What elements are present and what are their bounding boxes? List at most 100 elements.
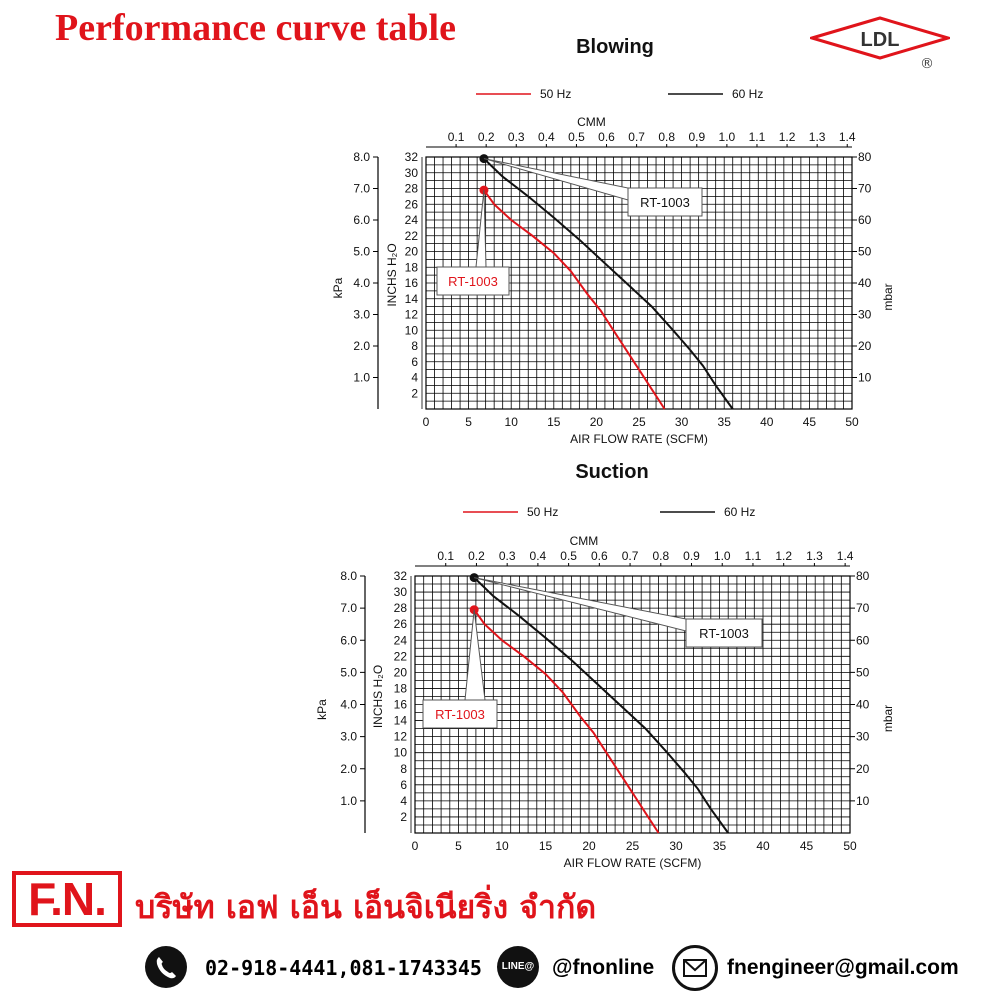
line-icon-text: LINE@ bbox=[501, 961, 535, 972]
x-tick-label: 50 bbox=[843, 839, 857, 853]
top-tick-label: 0.5 bbox=[560, 549, 577, 563]
mbar-tick-label: 20 bbox=[856, 762, 870, 776]
x-tick-label: 30 bbox=[675, 415, 689, 429]
top-tick-label: 0.6 bbox=[591, 549, 608, 563]
top-tick-label: 0.7 bbox=[622, 549, 639, 563]
top-tick-label: 1.4 bbox=[837, 549, 854, 563]
kpa-tick-label: 4.0 bbox=[340, 698, 357, 712]
top-tick-label: 0.4 bbox=[530, 549, 547, 563]
inch-tick-label: 16 bbox=[405, 276, 419, 290]
top-tick-label: 0.7 bbox=[628, 130, 645, 144]
series-60hz-line bbox=[473, 576, 730, 834]
inch-tick-label: 26 bbox=[405, 197, 419, 211]
kpa-tick-label: 6.0 bbox=[340, 633, 357, 647]
inch-tick-label: 30 bbox=[405, 166, 419, 180]
top-tick-label: 1.2 bbox=[779, 130, 796, 144]
x-tick-label: 5 bbox=[455, 839, 462, 853]
callout-label: RT-1003 bbox=[640, 195, 690, 210]
mbar-tick-label: 60 bbox=[856, 633, 870, 647]
inch-tick-label: 6 bbox=[411, 355, 418, 369]
kpa-tick-label: 8.0 bbox=[353, 150, 370, 164]
top-tick-label: 1.4 bbox=[839, 130, 856, 144]
footer: F.N. บริษัท เอฟ เอ็น เอ็นจิเนียริ่ง จำกั… bbox=[0, 868, 1000, 1000]
top-tick-label: 0.2 bbox=[468, 549, 485, 563]
top-tick-label: 0.4 bbox=[538, 130, 555, 144]
top-tick-label: 0.6 bbox=[598, 130, 615, 144]
mbar-tick-label: 70 bbox=[856, 601, 870, 615]
callout-label: RT-1003 bbox=[448, 274, 498, 289]
top-tick-label: 0.1 bbox=[448, 130, 465, 144]
mbar-tick-label: 70 bbox=[858, 182, 872, 196]
kpa-tick-label: 4.0 bbox=[353, 276, 370, 290]
x-tick-label: 45 bbox=[803, 415, 817, 429]
mbar-tick-label: 40 bbox=[858, 276, 872, 290]
x-tick-label: 35 bbox=[718, 415, 732, 429]
callout-pointer bbox=[464, 609, 486, 701]
mbar-tick-label: 50 bbox=[856, 665, 870, 679]
kpa-tick-label: 7.0 bbox=[353, 182, 370, 196]
legend-label: 50 Hz bbox=[527, 505, 558, 519]
x-tick-label: 20 bbox=[582, 839, 596, 853]
inch-tick-label: 18 bbox=[405, 260, 419, 274]
inch-tick-label: 8 bbox=[411, 339, 418, 353]
inch-tick-label: 16 bbox=[394, 698, 408, 712]
line-id: @fnonline bbox=[552, 956, 655, 979]
top-tick-label: 1.2 bbox=[775, 549, 792, 563]
mbar-tick-label: 10 bbox=[858, 371, 872, 385]
inch-tick-label: 26 bbox=[394, 617, 408, 631]
top-tick-label: 1.1 bbox=[749, 130, 766, 144]
kpa-tick-label: 2.0 bbox=[353, 339, 370, 353]
x-tick-label: 40 bbox=[760, 415, 774, 429]
kpa-tick-label: 6.0 bbox=[353, 213, 370, 227]
kpa-tick-label: 8.0 bbox=[340, 569, 357, 583]
x-tick-label: 30 bbox=[669, 839, 683, 853]
kpa-tick-label: 1.0 bbox=[353, 371, 370, 385]
ldl-logo: LDL ® bbox=[810, 16, 950, 72]
x-tick-label: 50 bbox=[845, 415, 859, 429]
page-title: Performance curve table bbox=[55, 7, 456, 49]
top-tick-label: 1.1 bbox=[745, 549, 762, 563]
callout-box bbox=[436, 266, 510, 296]
inch-tick-label: 30 bbox=[394, 585, 408, 599]
inch-tick-label: 2 bbox=[400, 810, 407, 824]
chart-title: Blowing bbox=[576, 36, 654, 58]
mail-icon bbox=[672, 945, 718, 991]
x-axis-label: AIR FLOW RATE (SCFM) bbox=[570, 432, 708, 446]
inch-tick-label: 32 bbox=[405, 150, 419, 164]
callout-label: RT-1003 bbox=[699, 626, 749, 641]
kpa-tick-label: 7.0 bbox=[340, 601, 357, 615]
top-tick-label: 0.1 bbox=[437, 549, 454, 563]
x-tick-label: 20 bbox=[590, 415, 604, 429]
logo-text: LDL bbox=[861, 29, 900, 51]
inch-tick-label: 4 bbox=[411, 371, 418, 385]
inch-tick-label: 24 bbox=[394, 633, 408, 647]
phone-number: 02-918-4441,081-1743345 bbox=[205, 956, 482, 980]
inch-tick-label: 28 bbox=[405, 182, 419, 196]
series-50hz-line bbox=[483, 189, 666, 410]
kpa-tick-label: 3.0 bbox=[340, 730, 357, 744]
mbar-tick-label: 80 bbox=[856, 569, 870, 583]
kpa-tick-label: 5.0 bbox=[353, 245, 370, 259]
x-tick-label: 10 bbox=[495, 839, 509, 853]
mbar-tick-label: 30 bbox=[858, 308, 872, 322]
inch-tick-label: 20 bbox=[405, 245, 419, 259]
inch-tick-label: 14 bbox=[394, 714, 408, 728]
x-tick-label: 25 bbox=[626, 839, 640, 853]
inch-tick-label: 10 bbox=[394, 746, 408, 760]
inch-tick-label: 4 bbox=[400, 794, 407, 808]
kpa-tick-label: 2.0 bbox=[340, 762, 357, 776]
blowing-chart: Blowing 50 Hz 60 Hz 0 5 10 15 20 25 30 35 40 45 50 AIR… bbox=[331, 36, 895, 446]
x-tick-label: 35 bbox=[713, 839, 727, 853]
x-axis-label: AIR FLOW RATE (SCFM) bbox=[564, 856, 702, 870]
x-tick-label: 10 bbox=[505, 415, 519, 429]
top-tick-label: 0.5 bbox=[568, 130, 585, 144]
inch-tick-label: 20 bbox=[394, 665, 408, 679]
inch-tick-label: 14 bbox=[405, 292, 419, 306]
series-60hz-line bbox=[483, 157, 734, 410]
callout-label: RT-1003 bbox=[435, 707, 485, 722]
top-tick-label: 1.0 bbox=[714, 549, 731, 563]
mbar-axis-label: mbar bbox=[881, 705, 895, 732]
kpa-tick-label: 1.0 bbox=[340, 794, 357, 808]
fn-brand-logo: F.N. bbox=[12, 871, 122, 927]
kpa-axis-label: kPa bbox=[331, 277, 345, 298]
